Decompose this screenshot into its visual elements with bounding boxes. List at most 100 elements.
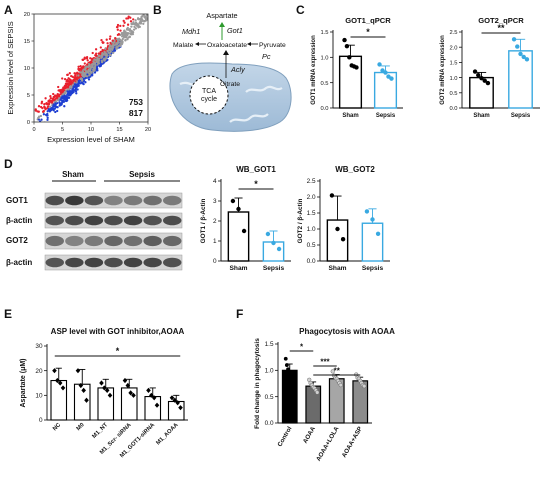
data-point: [172, 397, 178, 403]
scatter-points: [34, 12, 150, 122]
scatter-point: [97, 59, 101, 62]
scatter-point: [37, 105, 41, 108]
scatter-point: [134, 27, 138, 30]
scatter-point: [68, 72, 71, 75]
scatter-point: [41, 106, 44, 110]
scatter-point: [70, 81, 73, 84]
scatter-point: [81, 58, 85, 62]
blot-band: [143, 235, 162, 247]
data-point: [362, 384, 367, 389]
panel-letter-d: D: [4, 157, 13, 171]
y-tick-label: 1.5: [265, 341, 274, 348]
scatter-point: [52, 92, 55, 96]
y-tick-label: 5: [27, 93, 30, 99]
scatter-point: [132, 12, 134, 14]
data-point: [344, 43, 350, 49]
data-point: [291, 377, 296, 382]
y-tick-label: 1.0: [265, 368, 274, 375]
scatter-point: [87, 65, 90, 69]
y-axis-label: GOT2 mRNA expression: [440, 35, 446, 105]
significance-label: *: [254, 179, 258, 189]
x-category-label: AOAA+ASP: [341, 426, 364, 459]
y-tick-label: 0.5: [320, 81, 328, 87]
scatter-x-label: Expression level of SHAM: [47, 135, 135, 144]
bar: [361, 222, 384, 262]
scatter-point: [63, 85, 66, 88]
scatter-point: [84, 81, 87, 84]
bar: [97, 387, 115, 421]
data-point: [524, 57, 530, 62]
blot-band: [143, 257, 162, 268]
scatter-point: [126, 17, 130, 20]
blot-row-label: β-actin: [6, 216, 32, 225]
scatter-point: [70, 74, 73, 78]
scatter-ticks: 0 5 10 15 20 0 5 10 15 20: [24, 12, 151, 133]
data-point: [55, 377, 60, 384]
data-point: [315, 390, 320, 395]
data-point: [290, 374, 295, 379]
scatter-point: [46, 116, 49, 120]
pyruvate-label: Pyruvate: [259, 42, 286, 49]
scatter-point: [69, 93, 72, 96]
significance-label: **: [334, 367, 341, 376]
scatter-point: [135, 24, 139, 27]
blot-band: [84, 257, 104, 268]
y-tick-label: 0: [213, 258, 217, 265]
scatter-point: [92, 69, 95, 73]
scatter-point: [67, 86, 70, 89]
scatter-point: [67, 94, 70, 97]
scatter-point: [122, 19, 125, 23]
bar: [227, 211, 250, 262]
scatter-point: [105, 54, 109, 57]
scatter-point: [107, 51, 110, 54]
scatter-point: [90, 71, 93, 74]
scatter-point: [123, 29, 126, 32]
scatter-point: [106, 49, 109, 53]
scatter-point: [88, 64, 91, 67]
scatter-point: [74, 83, 77, 86]
y-axis-label: GOT1 / β-Actin: [200, 199, 207, 244]
scatter-point: [56, 96, 59, 99]
scatter-point: [48, 110, 52, 113]
chart-title: GOT2_qPCR: [478, 16, 524, 25]
scatter-point: [76, 88, 79, 91]
scatter-point: [95, 58, 99, 62]
scatter-point: [137, 23, 140, 26]
scatter-point: [36, 110, 39, 113]
scatter-point: [53, 107, 57, 110]
scatter-point: [84, 74, 87, 78]
blot-band: [65, 195, 84, 206]
panel-letter-c: C: [296, 3, 305, 17]
scatter-point: [127, 15, 130, 18]
data-point: [342, 37, 347, 43]
scatter-point: [47, 108, 51, 111]
scatter-point: [148, 16, 150, 18]
scatter-point: [137, 26, 140, 29]
scatter-point: [89, 57, 92, 60]
y-tick-label: 20: [24, 12, 30, 18]
y-tick-label: 0.0: [307, 258, 316, 265]
scatter-point: [100, 60, 104, 64]
scatter-point: [109, 53, 112, 57]
scatter-point: [126, 33, 129, 37]
scatter-point: [55, 105, 58, 109]
scatter-point: [118, 38, 122, 41]
data-point: [265, 231, 271, 237]
scatter-point: [99, 46, 102, 49]
scatter-point: [116, 23, 120, 27]
scatter-point: [74, 85, 78, 88]
chart-title: GOT1_qPCR: [345, 16, 391, 25]
y-tick-label: 4: [213, 178, 217, 185]
x-category-label: Sepsis: [511, 113, 531, 119]
panel-a-scatter: 0 5 10 15 20 0 5 10 15 20 Expression level of SHA…: [6, 12, 151, 144]
pyruvate-arrowhead: [247, 42, 251, 46]
panel-d-wb-got2-chart: WB_GOT2 0.0 0.5 1.0 1.5 2.0 2.5 GOT2 / β-Actin S…: [297, 165, 390, 272]
scatter-point: [74, 88, 77, 91]
scatter-point: [97, 62, 101, 65]
bar: [281, 369, 298, 424]
scatter-point: [104, 47, 107, 50]
scatter-point: [132, 21, 135, 25]
y-tick-label: 20: [35, 368, 43, 375]
scatter-point: [134, 19, 137, 22]
y-tick-label: 0.5: [265, 394, 274, 401]
